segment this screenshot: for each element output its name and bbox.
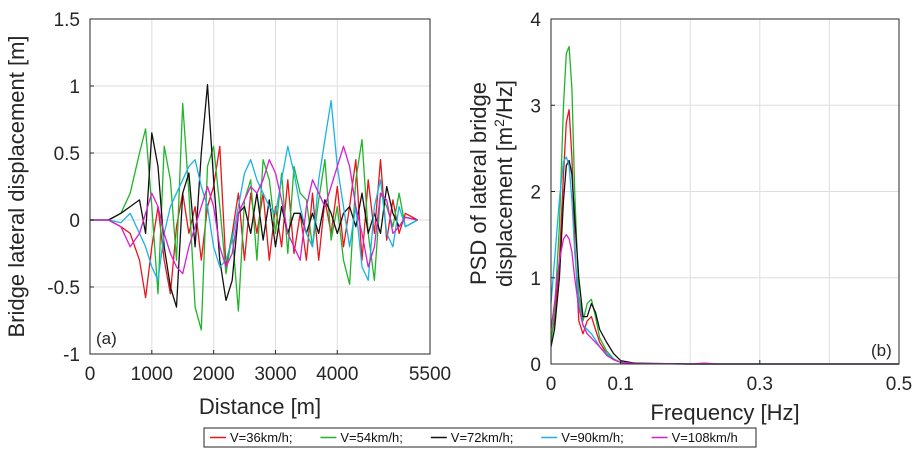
y-tick-label: -0.5 [47, 278, 80, 299]
y-tick-label: 1.5 [54, 10, 80, 31]
x-tick-label: 0 [85, 364, 96, 385]
x-tick-label: 0 [546, 374, 557, 395]
y-tick-label: -1 [63, 345, 80, 366]
panel-a-tag: (a) [96, 329, 117, 348]
y-tick-label: 0.5 [54, 144, 80, 165]
series-line-5 [90, 145, 418, 275]
legend-box [203, 427, 757, 448]
x-tick-label: 0.5 [886, 374, 912, 395]
panel-b-y-axis-label-sup: 2 [491, 119, 507, 127]
y-tick-label: 3 [530, 96, 541, 117]
legend-label: V=54km/h; [340, 430, 403, 445]
series-line-3 [550, 159, 899, 365]
panel-a-series [90, 84, 418, 331]
panel-a-ticks: 0 1000 2000 3000 4000 5500 -1 -0.5 0 0.5 1 1.5 [47, 10, 451, 385]
y-tick-label: 1 [69, 77, 80, 98]
x-tick-label: 4000 [316, 364, 358, 385]
y-tick-label: 0 [530, 355, 541, 376]
panel-a-axes-box [89, 18, 431, 355]
panel-b-y-axis-label-post: /Hz] [492, 80, 517, 119]
legend: V=36km/h; V=54km/h; V=72km/h; V=90km/h; V=10… [203, 427, 757, 448]
x-tick-label: 0.1 [607, 374, 633, 395]
x-tick-label: 1000 [131, 364, 173, 385]
panel-b-y-axis-label-line2: displacement [m2/Hz] [491, 80, 517, 287]
series-line-3 [90, 84, 418, 308]
legend-label: V=72km/h; [451, 430, 514, 445]
x-tick-label: 5500 [409, 364, 451, 385]
x-tick-label: 0.3 [747, 374, 773, 395]
panel-a-y-axis-label: Bridge lateral displacement [m] [4, 35, 29, 337]
legend-label: V=90km/h; [561, 430, 624, 445]
legend-label: V=36km/h; [230, 430, 293, 445]
panel-b: 0 0.1 0.3 0.5 0 1 2 3 4 Frequency [Hz] PSD of la… [466, 10, 912, 425]
y-tick-label: 0 [69, 211, 80, 232]
panel-b-y-axis-label-pre: displacement [m [492, 127, 517, 287]
panel-b-x-axis-label: Frequency [Hz] [650, 400, 799, 425]
legend-label: V=108km/h [672, 430, 738, 445]
y-tick-label: 2 [530, 183, 541, 204]
panel-a-x-axis-label: Distance [m] [199, 394, 321, 419]
panel-b-ticks: 0 0.1 0.3 0.5 0 1 2 3 4 [530, 10, 912, 395]
panel-b-y-axis-label-line1: PSD of lateral bridge [466, 82, 491, 285]
y-tick-label: 1 [530, 269, 541, 290]
panel-a: 0 1000 2000 3000 4000 5500 -1 -0.5 0 0.5 1 1.5 Dist… [4, 10, 451, 419]
series-line-2 [90, 102, 418, 331]
y-tick-label: 4 [530, 10, 541, 31]
x-tick-label: 3000 [254, 364, 296, 385]
panel-b-tag: (b) [871, 341, 892, 360]
legend-items: V=36km/h; V=54km/h; V=72km/h; V=90km/h; V=10… [210, 430, 738, 445]
x-tick-label: 2000 [192, 364, 234, 385]
